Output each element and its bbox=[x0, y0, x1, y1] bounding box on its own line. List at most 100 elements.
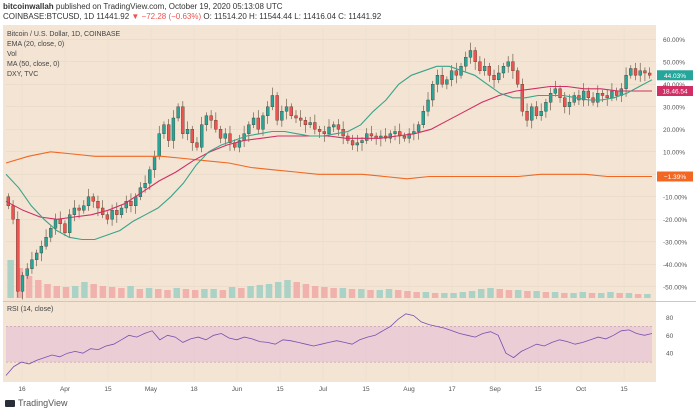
candle-down bbox=[256, 117, 260, 130]
volume-bar bbox=[413, 292, 420, 298]
candle-down bbox=[534, 106, 539, 116]
volume-bar bbox=[588, 293, 596, 298]
candle-down bbox=[303, 120, 308, 125]
x-tick-label: 15 bbox=[276, 386, 284, 393]
candle-down bbox=[600, 93, 605, 96]
candle-down bbox=[647, 72, 652, 76]
candle-up bbox=[266, 106, 270, 116]
candle-up bbox=[426, 99, 430, 112]
volume-bar bbox=[542, 292, 550, 298]
rsi-line bbox=[5, 313, 653, 376]
candle-down bbox=[336, 124, 341, 130]
candle-down bbox=[6, 196, 11, 206]
candle-up bbox=[134, 196, 138, 206]
candle-up bbox=[435, 75, 440, 85]
legend-ma[interactable]: MA (50, close, 0) bbox=[7, 61, 60, 68]
volume-bar bbox=[441, 293, 448, 298]
candle-up bbox=[464, 57, 468, 67]
rsi-pane bbox=[5, 313, 653, 376]
volume-bar bbox=[598, 293, 605, 298]
candle-up bbox=[388, 133, 392, 139]
volume-bar bbox=[524, 291, 531, 298]
volume-bar bbox=[201, 289, 208, 298]
y-tick-label: 10.00% bbox=[663, 149, 685, 156]
candle-up bbox=[445, 79, 449, 85]
volume-bar bbox=[625, 293, 633, 298]
y-tick-label: 50.00% bbox=[663, 59, 685, 66]
volume-bar bbox=[118, 288, 125, 298]
candle-up bbox=[572, 95, 576, 103]
candle-up bbox=[53, 219, 58, 229]
candle-up bbox=[393, 131, 397, 134]
candle-up bbox=[72, 207, 77, 215]
volume-bar bbox=[514, 290, 522, 298]
candle-up bbox=[501, 66, 506, 74]
volume-bar bbox=[191, 290, 199, 298]
dxy-badge-bg bbox=[657, 171, 693, 182]
candle-up bbox=[431, 84, 435, 101]
volume-bar bbox=[228, 287, 236, 298]
legend-dxy[interactable]: DXY, TVC bbox=[7, 71, 38, 78]
volume-bar bbox=[394, 290, 402, 298]
volume-bar bbox=[44, 284, 51, 298]
tradingview-logo[interactable]: TradingView bbox=[5, 398, 68, 408]
volume-bar bbox=[155, 289, 162, 298]
symbol-line: COINBASE:BTCUSD, 1D 11441.92 ▼ −72.28 (−… bbox=[3, 12, 381, 21]
price-change: ▼ −72.28 (−0.63%) bbox=[131, 12, 202, 21]
legend: Bitcoin / U.S. Dollar, 1D, COINBASE EMA … bbox=[7, 31, 121, 313]
candle-up bbox=[280, 111, 284, 121]
ma50-line bbox=[5, 85, 652, 220]
y-tick-label: 40.00% bbox=[663, 82, 685, 89]
volume-bar bbox=[644, 294, 651, 298]
symbol-label: COINBASE:BTCUSD, 1D bbox=[3, 12, 95, 21]
candle-up bbox=[421, 111, 425, 125]
candle-up bbox=[581, 90, 586, 101]
candle-up bbox=[610, 90, 614, 98]
candle-down bbox=[525, 111, 529, 121]
volume-bar bbox=[431, 293, 439, 298]
volume-bar bbox=[561, 293, 568, 298]
rsi-legend[interactable]: RSI (14, close) bbox=[7, 306, 53, 313]
time-axis: 16 Apr 15 May 18 Jun 15 Jul 15 Aug 17 Sep 15 Oct 15 bbox=[18, 386, 628, 393]
candle-up bbox=[629, 68, 633, 76]
volume-bar bbox=[533, 291, 540, 298]
volume-bar bbox=[16, 268, 24, 298]
publisher-name[interactable]: bitcoinwallah bbox=[3, 2, 54, 11]
volume-bars bbox=[7, 260, 651, 298]
rsi-tick-label: 40 bbox=[666, 351, 674, 358]
x-tick-label: 16 bbox=[18, 386, 26, 393]
grid bbox=[6, 28, 656, 380]
candle-up bbox=[449, 70, 454, 80]
volume-bar bbox=[219, 290, 227, 298]
candle-down bbox=[487, 66, 491, 76]
candle-up bbox=[49, 228, 53, 238]
candle-down bbox=[350, 140, 355, 146]
candle-up bbox=[544, 102, 548, 112]
legend-ema[interactable]: EMA (20, close, 0) bbox=[7, 41, 64, 48]
candle-up bbox=[237, 140, 242, 148]
volume-bar bbox=[62, 287, 70, 298]
legend-title: Bitcoin / U.S. Dollar, 1D, COINBASE bbox=[7, 31, 121, 38]
volume-bar bbox=[478, 289, 485, 298]
x-tick-label: Jul bbox=[319, 386, 328, 393]
candle-down bbox=[190, 129, 194, 143]
candle-down bbox=[299, 117, 303, 121]
main-pane-bg bbox=[3, 25, 656, 301]
volume-bar bbox=[459, 292, 467, 298]
y-tick-label: -50.00% bbox=[663, 284, 687, 291]
candle-down bbox=[289, 106, 293, 116]
candle-up bbox=[152, 156, 157, 170]
candle-up bbox=[308, 122, 312, 125]
rsi-tick-label: 60 bbox=[666, 333, 674, 340]
candle-down bbox=[563, 97, 567, 107]
indicator-lines bbox=[5, 65, 653, 241]
volume-bar bbox=[302, 284, 310, 298]
x-tick-label: Aug bbox=[403, 386, 415, 393]
rsi-band bbox=[6, 326, 652, 363]
candle-up bbox=[20, 275, 25, 292]
legend-vol[interactable]: Vol bbox=[7, 51, 17, 58]
candle-down bbox=[294, 115, 298, 119]
candle-down bbox=[209, 115, 213, 121]
candle-up bbox=[247, 124, 251, 134]
